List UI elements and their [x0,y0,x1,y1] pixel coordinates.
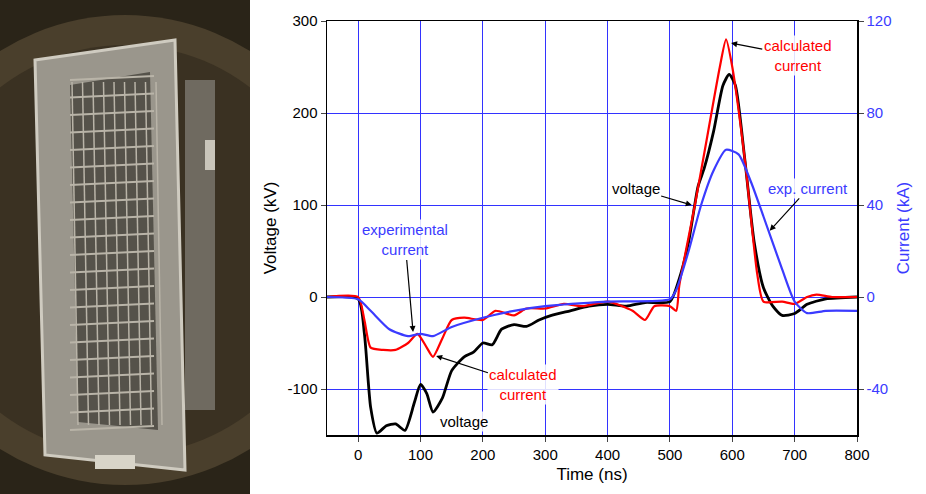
svg-text:Voltage (kV): Voltage (kV) [261,182,280,275]
svg-text:40: 40 [867,196,884,213]
svg-text:voltage: voltage [440,413,488,430]
svg-text:-40: -40 [867,380,889,397]
svg-text:300: 300 [533,446,558,463]
svg-text:400: 400 [595,446,620,463]
svg-text:120: 120 [867,12,892,29]
svg-text:exp. current: exp. current [768,180,848,197]
svg-text:voltage: voltage [612,180,660,197]
svg-text:600: 600 [720,446,745,463]
svg-text:0: 0 [309,288,317,305]
svg-text:80: 80 [867,104,884,121]
svg-text:Current (kA): Current (kA) [894,182,913,275]
svg-text:experimentalcurrent: experimentalcurrent [362,221,448,258]
svg-text:-100: -100 [287,380,317,397]
svg-text:800: 800 [844,446,869,463]
svg-text:calculatedcurrent: calculatedcurrent [489,366,557,403]
svg-text:200: 200 [470,446,495,463]
svg-text:200: 200 [292,104,317,121]
svg-text:0: 0 [354,446,362,463]
svg-text:100: 100 [408,446,433,463]
svg-text:300: 300 [292,12,317,29]
svg-text:Time (ns): Time (ns) [556,465,627,484]
svg-text:500: 500 [657,446,682,463]
svg-text:100: 100 [292,196,317,213]
svg-text:700: 700 [782,446,807,463]
svg-text:0: 0 [867,288,875,305]
svg-text:calculatedcurrent: calculatedcurrent [764,37,832,74]
